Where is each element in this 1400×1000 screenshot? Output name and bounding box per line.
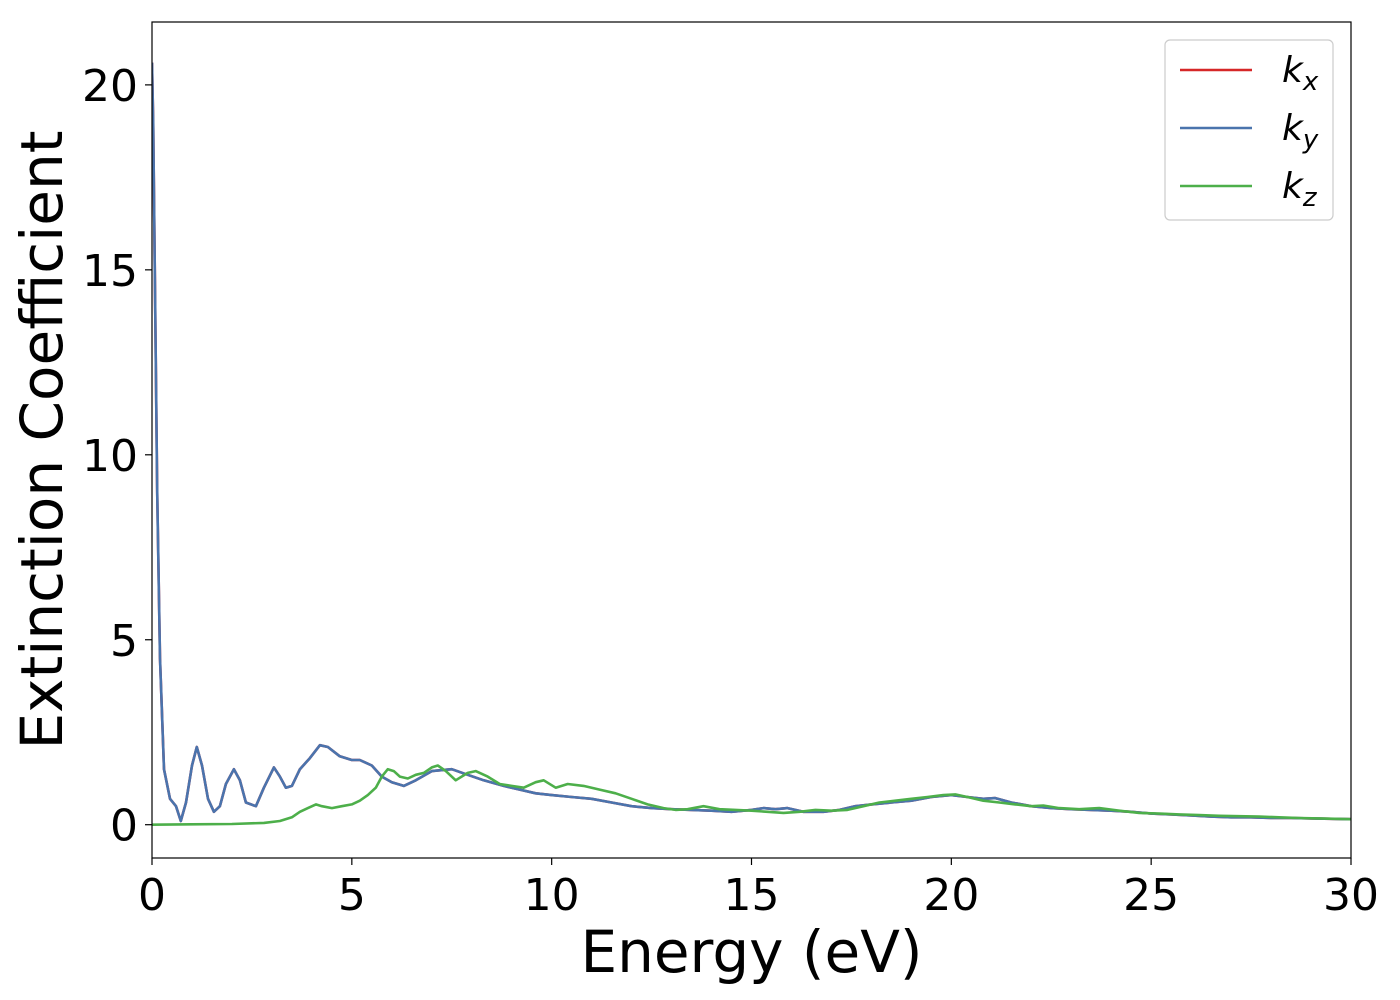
y-axis-title: Extinction Coefficient — [8, 131, 76, 750]
legend-label-ky: ky — [1282, 108, 1319, 155]
legend-box — [1164, 39, 1334, 221]
y-tick-label: 20 — [82, 61, 138, 112]
x-tick-label: 20 — [923, 870, 979, 921]
legend: kx ky kz — [1164, 39, 1334, 221]
legend-label-kz: kz — [1282, 166, 1318, 213]
y-tick-label: 0 — [110, 801, 138, 852]
y-tick-label: 15 — [82, 246, 138, 297]
y-axis-ticks: 0 5 10 15 20 — [82, 61, 152, 852]
x-tick-label: 30 — [1323, 870, 1379, 921]
x-axis-ticks: 0 5 10 15 20 25 30 — [138, 858, 1379, 921]
x-tick-label: 5 — [338, 870, 366, 921]
x-tick-label: 15 — [724, 870, 780, 921]
series-line-kz — [152, 764, 1351, 826]
y-tick-label: 10 — [82, 431, 138, 482]
x-tick-label: 25 — [1123, 870, 1179, 921]
x-tick-label: 10 — [524, 870, 580, 921]
legend-label-kx: kx — [1282, 50, 1319, 97]
x-tick-label: 0 — [138, 870, 166, 921]
series-lines — [152, 62, 1351, 826]
x-axis-title: Energy (eV) — [580, 918, 922, 986]
y-tick-label: 5 — [110, 616, 138, 667]
